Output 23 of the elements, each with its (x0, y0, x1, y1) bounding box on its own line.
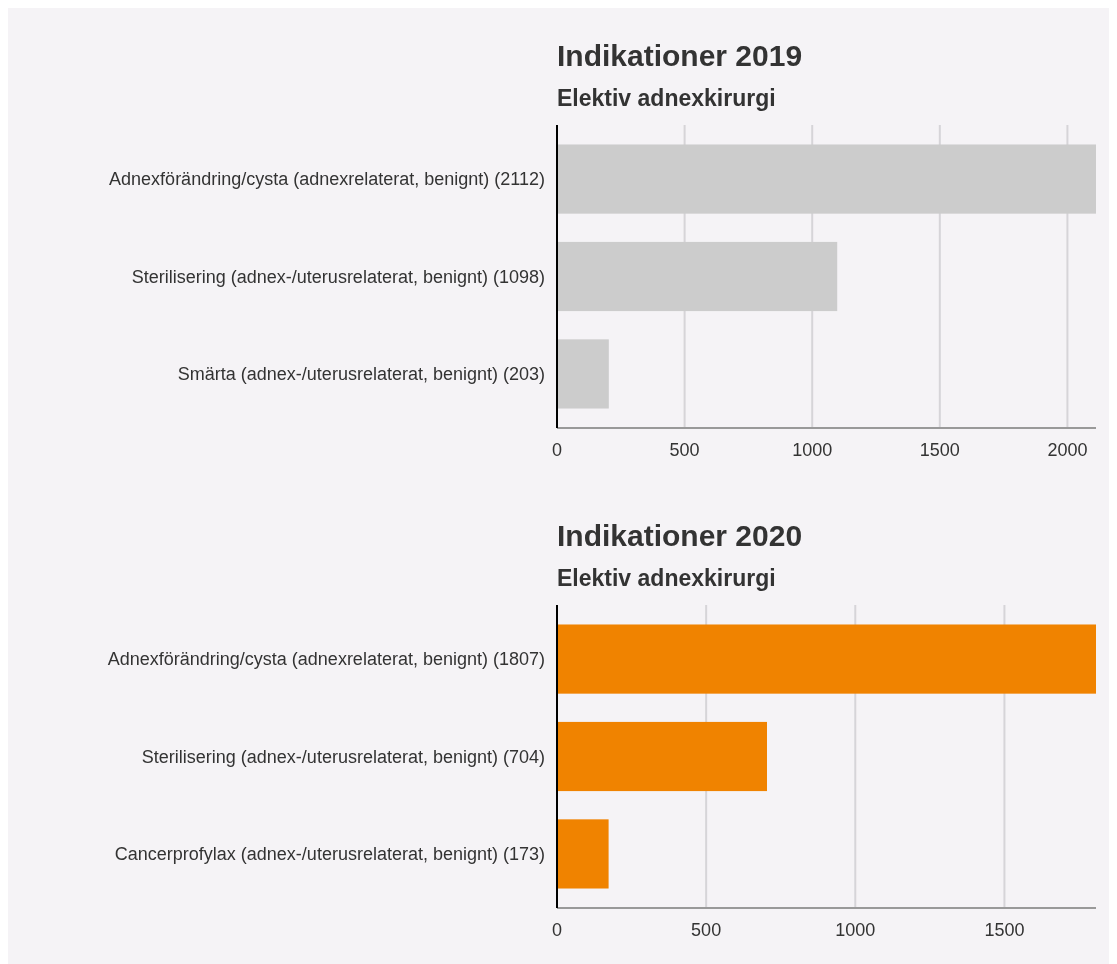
x-tick-label: 500 (669, 440, 700, 460)
chart-title: Indikationer 2020 (557, 519, 803, 552)
x-tick-label: 2000 (1047, 440, 1088, 460)
y-tick-label: Cancerprofylax (adnex-/uterusrelaterat, benignt) (173) (114, 844, 545, 865)
y-tick-label: Adnexförändring/cysta (adnexrelaterat, benignt) (1807) (107, 649, 545, 670)
bar (557, 624, 1096, 694)
x-tick-label: 500 (691, 920, 722, 940)
x-tick-label: 0 (551, 920, 563, 940)
x-tick-label: 1500 (984, 920, 1025, 940)
bar (557, 721, 767, 792)
bar (557, 339, 609, 409)
y-tick-label: Smärta (adnex-/uterusrelaterat, benignt) (203) (177, 364, 545, 385)
x-tick-label: 1000 (835, 920, 876, 940)
chart-subtitle: Elektiv adnexkirurgi (557, 85, 776, 111)
chart-title: Indikationer 2019 (557, 39, 803, 72)
chart-subtitle: Elektiv adnexkirurgi (557, 565, 776, 591)
y-tick-label: Sterilisering (adnex-/uterusrelaterat, benignt) (1098) (131, 266, 545, 287)
x-tick-label: 1500 (919, 440, 960, 460)
x-tick-label: 1000 (792, 440, 833, 460)
x-tick-label: 0 (551, 440, 563, 460)
y-tick-label: Adnexförändring/cysta (adnexrelaterat, benignt) (2112) (109, 169, 545, 190)
bar (557, 819, 609, 889)
y-tick-label: Sterilisering (adnex-/uterusrelaterat, benignt) (704) (141, 746, 545, 767)
